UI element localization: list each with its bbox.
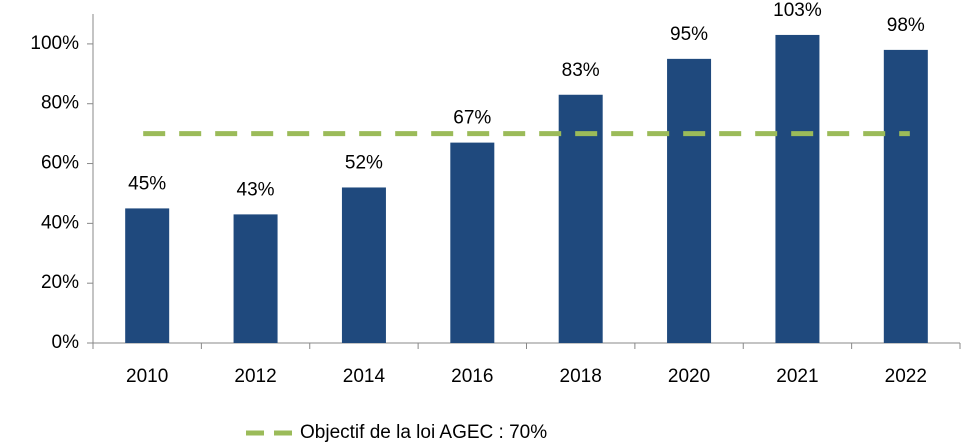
value-label: 45% [128,173,166,194]
legend-label: Objectif de la loi AGEC : 70% [300,422,547,443]
x-tick-label: 2021 [776,366,818,387]
x-tick-label: 2018 [560,366,602,387]
bar [450,142,495,343]
x-tick-label: 2022 [885,366,927,387]
y-tick-label: 60% [41,153,79,174]
x-tick-label: 2020 [668,366,710,387]
bar [125,208,170,343]
value-label: 98% [887,15,925,36]
x-tick-label: 2012 [234,366,276,387]
value-label: 67% [453,108,491,129]
bar [233,214,278,343]
x-tick-label: 2016 [451,366,493,387]
bar [775,34,820,343]
y-tick-label: 80% [41,93,79,114]
value-label: 103% [773,0,822,21]
y-tick-label: 40% [41,212,79,233]
y-tick-label: 100% [30,33,79,54]
y-tick-label: 20% [41,272,79,293]
bar [341,187,386,343]
bar [667,58,712,343]
value-label: 95% [670,24,708,45]
value-label: 52% [345,152,383,173]
value-label: 43% [237,179,275,200]
x-tick-label: 2010 [126,366,168,387]
bar [883,49,928,344]
value-label: 83% [562,60,600,81]
x-tick-label: 2014 [343,366,386,387]
y-tick-label: 0% [52,332,80,353]
